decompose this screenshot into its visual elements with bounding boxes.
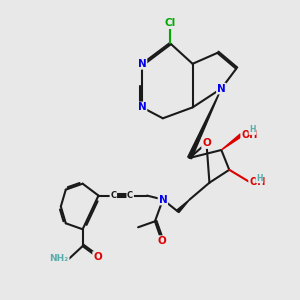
Polygon shape <box>188 88 221 159</box>
Text: OH: OH <box>249 177 266 187</box>
Text: N: N <box>138 59 146 69</box>
Text: H: H <box>249 125 256 134</box>
Text: O: O <box>158 236 166 246</box>
Polygon shape <box>177 200 190 213</box>
Text: N: N <box>217 84 226 94</box>
Text: OH: OH <box>241 130 257 140</box>
Text: N: N <box>138 102 146 112</box>
Text: Cl: Cl <box>164 18 176 28</box>
Text: NH₂: NH₂ <box>50 254 69 263</box>
Text: C: C <box>110 191 116 200</box>
Polygon shape <box>221 134 242 150</box>
Text: O: O <box>202 138 211 148</box>
Text: N: N <box>158 194 167 205</box>
Text: C: C <box>127 191 133 200</box>
Text: H: H <box>256 174 263 183</box>
Text: O: O <box>93 252 102 262</box>
